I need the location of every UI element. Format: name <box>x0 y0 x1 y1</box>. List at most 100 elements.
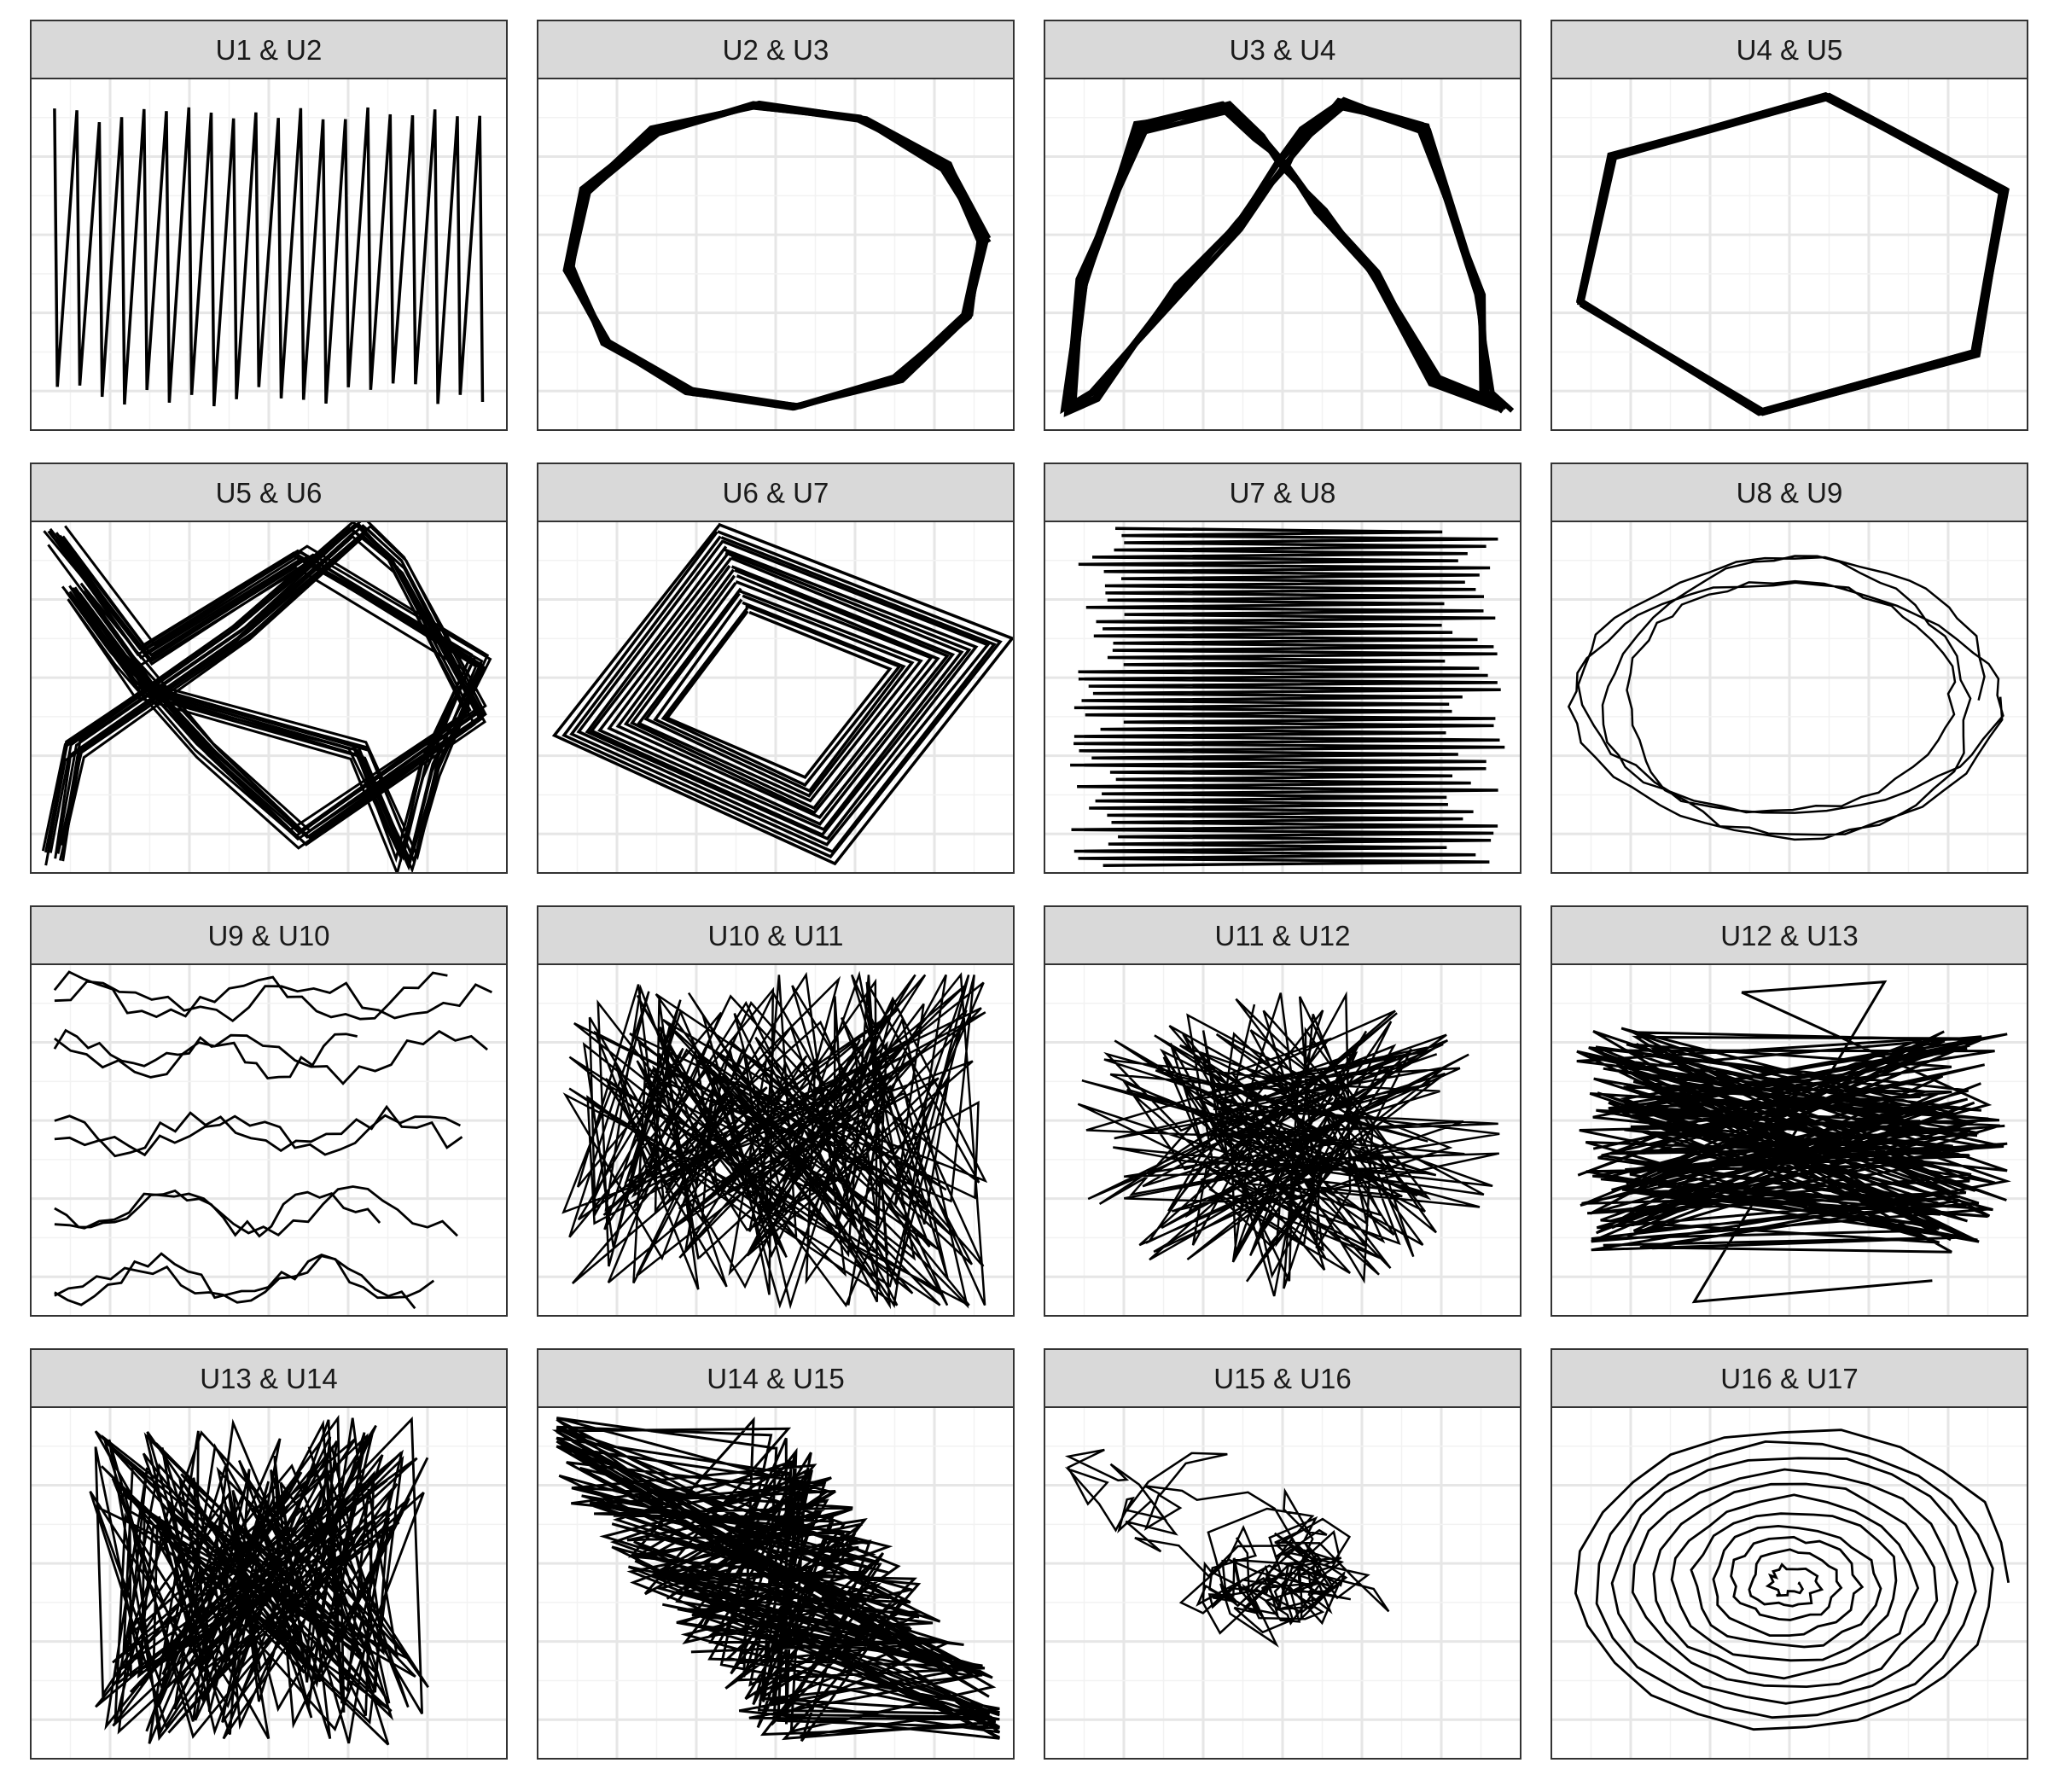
series-line <box>54 1104 463 1158</box>
series-group <box>1575 92 2010 416</box>
facet-title: U11 & U12 <box>1215 920 1351 951</box>
panel-border <box>537 963 1015 1317</box>
series-group <box>561 970 988 1310</box>
facet-panel: U5 & U6 <box>30 463 508 874</box>
facet-strip <box>30 463 508 522</box>
facet-panel: U10 & U11 <box>537 905 1015 1317</box>
facet-panel: U16 & U17 <box>1551 1348 2028 1760</box>
facet-strip <box>537 1348 1015 1408</box>
series-line <box>1574 1428 2010 1731</box>
series-group <box>53 970 492 1310</box>
facet-panel: U12 & U13 <box>1551 905 2028 1317</box>
series-line <box>551 1417 1001 1743</box>
grid-lines <box>1551 521 2028 873</box>
series-line <box>576 539 991 847</box>
series-line <box>1576 92 2008 416</box>
grid-lines <box>31 964 507 1316</box>
facet-panel: U3 & U4 <box>1044 20 1521 431</box>
panel-border <box>1044 521 1521 874</box>
series-line <box>561 530 1003 859</box>
facet-panel: U7 & U8 <box>1044 463 1521 874</box>
series-line <box>54 1185 458 1237</box>
facet-title: U15 & U16 <box>1213 1363 1351 1394</box>
facet-strip <box>1044 905 1521 965</box>
series-group <box>1077 991 1500 1297</box>
facet-title: U13 & U14 <box>200 1363 337 1394</box>
series-group <box>551 1417 1001 1743</box>
facet-panel: U8 & U9 <box>1551 463 2028 874</box>
facet-strip <box>1551 463 2028 522</box>
panel-border <box>1551 1406 2028 1760</box>
series-group <box>551 522 1014 866</box>
facet-strip <box>30 20 508 79</box>
panel-border <box>1044 963 1521 1317</box>
facet-strip <box>1551 905 2028 965</box>
facet-strip <box>537 20 1015 79</box>
panel-border <box>537 521 1015 874</box>
facet-title: U2 & U3 <box>723 34 829 66</box>
series-line <box>551 522 1014 866</box>
facet-panel: U4 & U5 <box>1551 20 2028 431</box>
panel-border <box>1044 78 1521 431</box>
series-line <box>89 1414 429 1746</box>
series-line <box>607 565 956 826</box>
series-line <box>630 579 934 811</box>
facet-title: U8 & U9 <box>1737 477 1843 509</box>
facet-panel: U1 & U2 <box>30 20 508 431</box>
series-line <box>54 1252 416 1310</box>
facet-panel: U13 & U14 <box>30 1348 508 1760</box>
facet-title: U6 & U7 <box>723 477 829 509</box>
series-line <box>660 604 902 788</box>
series-line <box>1077 991 1500 1297</box>
facet-title: U9 & U10 <box>207 920 329 951</box>
facet-strip <box>1044 1348 1521 1408</box>
facet-title: U14 & U15 <box>707 1363 844 1394</box>
series-line <box>597 556 964 832</box>
panel-border <box>1551 963 2028 1317</box>
series-line <box>54 1254 435 1304</box>
facet-strip <box>1044 20 1521 79</box>
facet-strip <box>1551 20 2028 79</box>
series-group <box>1576 980 2011 1304</box>
series-group <box>89 1414 429 1746</box>
series-group <box>41 521 492 873</box>
facet-panel: U11 & U12 <box>1044 905 1521 1317</box>
facet-panel: U15 & U16 <box>1044 1348 1521 1760</box>
facet-title: U10 & U11 <box>708 920 844 951</box>
panel-border <box>30 78 508 431</box>
series-line <box>564 103 992 410</box>
series-line <box>53 970 448 1021</box>
series-line <box>53 107 485 407</box>
facet-strip <box>537 463 1015 522</box>
series-line <box>54 1114 462 1157</box>
series-line <box>561 970 988 1310</box>
series-line <box>653 598 906 793</box>
facet-strip <box>1551 1348 2028 1408</box>
grid-lines <box>1044 1407 1521 1759</box>
series-line <box>54 1029 488 1085</box>
series-line <box>44 534 476 873</box>
series-line <box>1064 1448 1390 1648</box>
series-line <box>623 574 940 815</box>
series-line <box>665 610 893 779</box>
facet-title: U16 & U17 <box>1720 1363 1858 1394</box>
series-line <box>1070 527 1505 868</box>
panel-border <box>30 963 508 1317</box>
facet-panel: U14 & U15 <box>537 1348 1015 1760</box>
facet-panel: U6 & U7 <box>537 463 1015 874</box>
facet-title: U4 & U5 <box>1737 34 1843 66</box>
facet-strip <box>30 905 508 965</box>
series-line <box>615 568 951 819</box>
panel-border <box>30 521 508 874</box>
series-line <box>41 521 472 864</box>
panel-border <box>537 1406 1015 1760</box>
series-line <box>54 980 492 1023</box>
facet-title: U5 & U6 <box>216 477 323 509</box>
series-line <box>1567 555 2004 841</box>
grid-lines <box>1044 79 1521 430</box>
facet-title: U1 & U2 <box>216 34 323 66</box>
facet-strip <box>537 905 1015 965</box>
facet-strip <box>1044 463 1521 522</box>
facet-title: U3 & U4 <box>1230 34 1336 66</box>
